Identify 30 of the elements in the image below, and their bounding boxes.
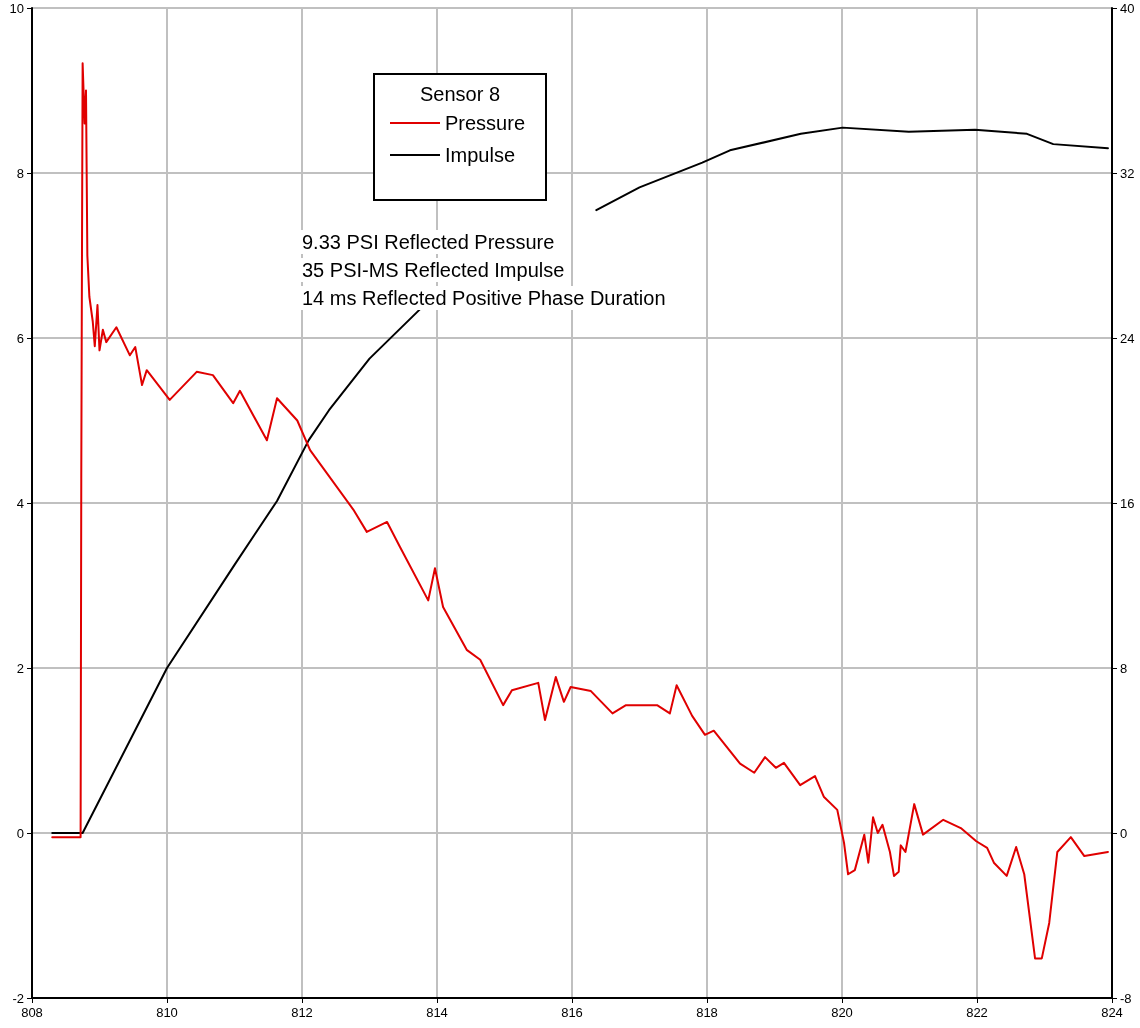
x-tick-label: 816 xyxy=(561,1005,583,1020)
y-tick-label: 4 xyxy=(16,495,24,511)
x-tick-label: 820 xyxy=(831,1005,853,1020)
y2-tick-label: 32 xyxy=(1120,165,1135,181)
legend-label: Impulse xyxy=(445,144,516,166)
y2-tick-label: 16 xyxy=(1120,495,1135,511)
x-tick-label: 822 xyxy=(966,1005,988,1020)
x-tick-label: 812 xyxy=(291,1005,313,1020)
y2-tick-label: -8 xyxy=(1120,990,1132,1006)
y-tick-label: 6 xyxy=(16,330,24,346)
annotation: 35 PSI-MS Reflected Impulse xyxy=(302,259,565,281)
x-tick-label: 808 xyxy=(21,1005,43,1020)
legend-label: Pressure xyxy=(445,112,526,134)
y-tick-label: 10 xyxy=(9,0,24,16)
y2-tick-label: 8 xyxy=(1120,660,1128,676)
annotation: 9.33 PSI Reflected Pressure xyxy=(302,231,555,253)
x-tick-label: 818 xyxy=(696,1005,718,1020)
line-series xyxy=(51,62,1109,960)
y2-tick-label: 24 xyxy=(1120,330,1135,346)
annotation: 14 ms Reflected Positive Phase Duration xyxy=(302,287,666,309)
y-tick-label: 8 xyxy=(16,165,24,181)
x-tick-label: 810 xyxy=(156,1005,178,1020)
y-tick-label: 0 xyxy=(16,825,24,841)
y2-tick-label: 40 xyxy=(1120,0,1135,16)
x-tick-label: 814 xyxy=(426,1005,448,1020)
y-tick-label: -2 xyxy=(12,990,24,1006)
x-tick-label: 824 xyxy=(1101,1005,1123,1020)
legend-title: Sensor 8 xyxy=(420,83,501,105)
y-tick-label: 2 xyxy=(16,660,24,676)
y2-tick-label: 0 xyxy=(1120,825,1128,841)
